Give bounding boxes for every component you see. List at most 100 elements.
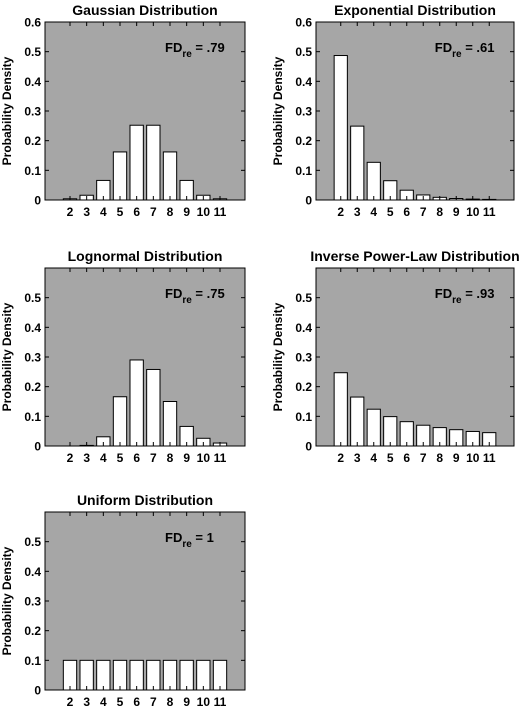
x-tick-label: 4 — [100, 695, 107, 709]
x-tick-label: 11 — [214, 451, 227, 465]
y-tick-label: 0.6 — [295, 16, 312, 30]
y-axis-label: Probability Density — [0, 56, 14, 165]
bar — [146, 368, 161, 447]
y-tick-label: 0.6 — [24, 16, 41, 30]
x-tick-label: 4 — [370, 205, 377, 219]
fd-annotation-subscript: re — [452, 295, 462, 306]
bar — [196, 659, 211, 691]
y-tick-label: 0.1 — [24, 654, 41, 668]
x-tick-label: 2 — [67, 205, 74, 219]
y-axis-label: Probability Density — [0, 546, 14, 655]
bar — [162, 151, 178, 201]
y-tick-label: 0.4 — [295, 75, 312, 89]
x-tick-label: 6 — [403, 451, 410, 465]
y-axis-label: Probability Density — [271, 302, 285, 411]
chart-panel: Exponential Distribution Probability Dens… — [271, 2, 515, 219]
y-tick-label: 0.5 — [24, 535, 41, 549]
y-tick-label: 0.5 — [295, 291, 312, 305]
x-tick-label: 7 — [420, 205, 427, 219]
fd-annotation-value: = .61 — [462, 40, 495, 55]
x-tick-label: 6 — [133, 695, 140, 709]
bar — [333, 372, 348, 447]
bar — [129, 359, 144, 447]
bar — [146, 124, 161, 201]
bar — [112, 659, 128, 691]
x-tick-label: 10 — [197, 205, 211, 219]
bar — [366, 408, 381, 447]
chart-title: Exponential Distribution — [334, 2, 496, 18]
x-tick-label: 7 — [150, 451, 157, 465]
bar — [79, 659, 94, 691]
y-tick-label: 0.4 — [24, 565, 41, 579]
fd-annotation-subscript: re — [182, 49, 192, 60]
x-tick-label: 8 — [436, 451, 443, 465]
x-tick-label: 4 — [370, 451, 377, 465]
bar — [129, 659, 144, 691]
x-tick-label: 5 — [117, 451, 124, 465]
fd-annotation-base: FD — [165, 530, 182, 545]
chart-panel: Gaussian Distribution Probability Density… — [0, 2, 246, 219]
x-tick-label: 11 — [214, 695, 227, 709]
x-tick-label: 10 — [466, 205, 480, 219]
bar — [350, 396, 365, 447]
bar — [333, 55, 348, 201]
bar — [162, 659, 178, 691]
fd-annotation: FDre = .75 — [165, 286, 225, 306]
x-tick-label: 7 — [150, 205, 157, 219]
bar — [112, 396, 128, 447]
x-tick-label: 5 — [117, 695, 124, 709]
fd-annotation-subscript: re — [182, 295, 192, 306]
bar — [350, 125, 365, 201]
x-tick-label: 11 — [214, 205, 227, 219]
y-tick-label: 0 — [34, 440, 41, 454]
chart-title: Gaussian Distribution — [72, 2, 217, 18]
fd-annotation: FDre = .61 — [435, 40, 495, 60]
y-tick-label: 0.2 — [24, 134, 41, 148]
x-tick-label: 3 — [354, 205, 361, 219]
chart-title: Uniform Distribution — [77, 492, 213, 508]
bar — [146, 659, 161, 691]
y-tick-label: 0.3 — [295, 105, 312, 119]
x-tick-label: 8 — [436, 205, 443, 219]
fd-annotation-subscript: re — [182, 539, 192, 550]
x-tick-label: 6 — [403, 205, 410, 219]
fd-annotation-base: FD — [165, 40, 182, 55]
chart-panel: Lognormal Distribution Probability Densit… — [0, 248, 246, 465]
x-tick-label: 7 — [420, 451, 427, 465]
x-tick-label: 5 — [117, 205, 124, 219]
x-tick-label: 6 — [133, 451, 140, 465]
y-tick-label: 0.4 — [295, 321, 312, 335]
x-tick-label: 4 — [100, 451, 107, 465]
bar — [366, 161, 381, 201]
y-tick-label: 0 — [305, 440, 312, 454]
x-tick-label: 5 — [387, 451, 394, 465]
plot-area — [44, 267, 246, 447]
x-tick-label: 4 — [100, 205, 107, 219]
x-tick-label: 2 — [337, 205, 344, 219]
x-tick-label: 9 — [453, 205, 460, 219]
fd-annotation-value: = 1 — [192, 530, 214, 545]
fd-annotation-base: FD — [435, 286, 452, 301]
x-tick-label: 9 — [183, 451, 190, 465]
y-tick-label: 0.4 — [24, 321, 41, 335]
x-tick-label: 2 — [337, 451, 344, 465]
x-tick-label: 3 — [83, 695, 90, 709]
fd-annotation-value: = .75 — [192, 286, 225, 301]
x-tick-label: 3 — [83, 451, 90, 465]
y-tick-label: 0.1 — [295, 410, 312, 424]
x-tick-label: 8 — [167, 205, 174, 219]
x-tick-label: 2 — [67, 451, 74, 465]
fd-annotation: FDre = .79 — [165, 40, 225, 60]
x-tick-label: 9 — [183, 205, 190, 219]
y-tick-label: 0.3 — [295, 351, 312, 365]
chart-panel: Inverse Power-Law Distribution Probabilit… — [271, 248, 520, 465]
y-tick-label: 0.1 — [24, 410, 41, 424]
plot-area — [315, 21, 515, 201]
bar — [62, 659, 78, 691]
x-tick-label: 11 — [483, 205, 496, 219]
x-tick-label: 9 — [183, 695, 190, 709]
y-tick-label: 0 — [305, 194, 312, 208]
bar — [129, 124, 144, 201]
y-tick-label: 0.5 — [24, 291, 41, 305]
